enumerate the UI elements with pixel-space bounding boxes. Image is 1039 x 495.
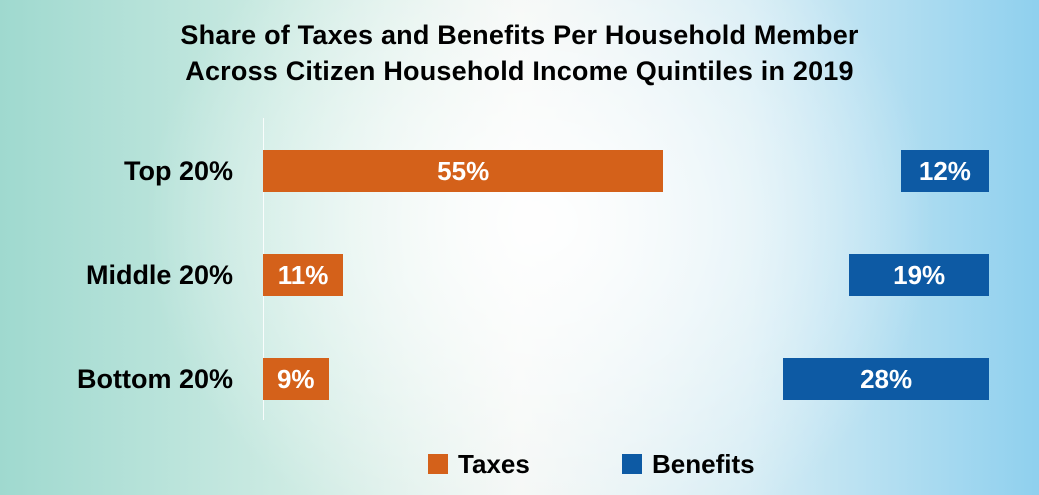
legend-label-benefits: Benefits: [652, 449, 755, 479]
taxes-bar: 55%: [263, 150, 664, 192]
category-label: Bottom 20%: [76, 364, 233, 394]
benefits-bar: 19%: [849, 254, 989, 296]
category-label: Top 20%: [123, 156, 233, 186]
legend-item-taxes: Taxes: [428, 448, 530, 480]
benefits-bar-label: 19%: [893, 259, 946, 290]
legend-swatch-benefits: [622, 454, 642, 474]
taxes-bar: 11%: [263, 254, 344, 296]
legend-label-taxes: Taxes: [458, 449, 530, 479]
benefits-bar-label: 28%: [860, 363, 913, 394]
taxes-bar-label: 9%: [276, 363, 315, 394]
legend-item-benefits: Benefits: [622, 448, 755, 480]
legend-swatch-taxes: [428, 454, 448, 474]
chart-title: Share of Taxes and Benefits Per Househol…: [180, 20, 859, 50]
chart-subtitle: Across Citizen Household Income Quintile…: [185, 56, 854, 86]
benefits-bar-label: 12%: [918, 155, 971, 186]
benefits-bar: 12%: [900, 150, 989, 192]
taxes-bar-label: 11%: [277, 259, 329, 290]
taxes-bar: 9%: [263, 358, 329, 400]
taxes-bar-label: 55%: [437, 155, 490, 186]
category-label: Middle 20%: [85, 260, 233, 290]
benefits-bar: 28%: [783, 358, 989, 400]
